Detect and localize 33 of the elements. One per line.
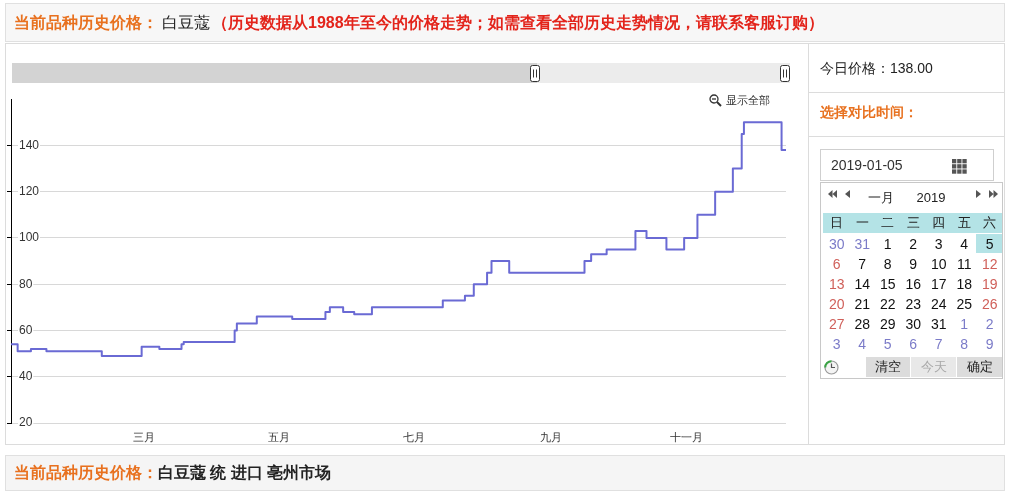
text: 白豆蔻 统 进口 亳州市场 <box>158 464 331 481</box>
y-tick-label: 40 <box>19 369 33 384</box>
text: 3 4 5 6 7 8 9 <box>832 335 994 352</box>
y-tick-label: 140 <box>19 137 40 152</box>
x-tick-label: 五月 <box>267 430 290 443</box>
text: 当前品种历史价格： <box>14 464 158 481</box>
y-tick-label: 20 <box>19 415 33 430</box>
text: 30 31 1 2 3 4 5 <box>828 235 994 252</box>
x-tick-label: 九月 <box>540 430 563 443</box>
button: 清空 <box>866 357 910 377</box>
button: 今天 <box>911 357 956 377</box>
text: 选择对比时间： <box>820 104 918 122</box>
text: 当前品种历史价格： <box>14 14 158 31</box>
y-tick-label: 120 <box>19 184 40 199</box>
text: 一月 <box>867 189 895 207</box>
text: 2019 <box>915 189 947 207</box>
text: 27 28 29 30 31 1 2 <box>828 315 994 332</box>
text: 20 21 22 23 24 25 26 <box>827 294 999 314</box>
text: 今日价格：138.00 <box>820 59 933 77</box>
x-tick-label: 七月 <box>403 430 425 443</box>
button: 确定 <box>957 357 1002 377</box>
y-tick-label: 100 <box>19 230 40 245</box>
chart-subtitle: （历史数据从1988年至今的价格走势；如需查看全部历史走势情况，请联系客服订购） <box>212 14 824 31</box>
chart-title: 白豆蔻 <box>162 14 210 31</box>
text: 6 7 8 9 10 11 12 <box>832 255 998 272</box>
text: 13 14 15 16 17 18 19 <box>827 274 999 294</box>
y-tick-label: 60 <box>19 322 33 337</box>
text: 日 一 二 三 四 五 六 <box>824 213 1003 233</box>
x-tick-label: 三月 <box>132 430 155 443</box>
x-tick-label: 十一月 <box>669 430 703 443</box>
y-tick-label: 80 <box>19 276 33 291</box>
date-field: 2019-01-05 <box>820 149 994 181</box>
annotation: 显示全部 <box>726 93 770 107</box>
